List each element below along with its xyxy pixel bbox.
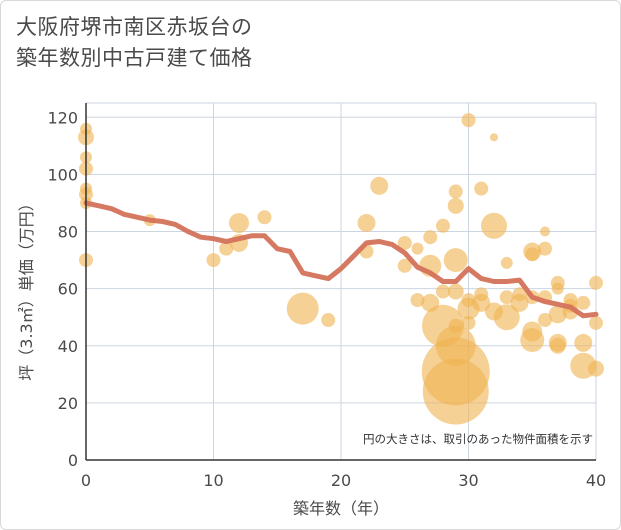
title-line-1: 大阪府堺市南区赤坂台の xyxy=(16,15,253,39)
data-point-71 xyxy=(500,256,513,269)
y-tick-label-1: 20 xyxy=(58,394,78,413)
data-point-19 xyxy=(485,302,503,321)
x-tick-label-2: 20 xyxy=(331,471,351,490)
data-point-48 xyxy=(461,293,476,308)
tick-labels: 0 10 20 30 40 0 20 40 60 80 100 120 xyxy=(47,108,606,490)
chart-title: 大阪府堺市南区赤坂台の 築年数別中古戸建て価格 xyxy=(16,12,253,74)
x-axis-label: 築年数（年） xyxy=(293,499,389,518)
data-point-41 xyxy=(410,293,425,308)
data-point-47 xyxy=(461,113,476,128)
x-tick-label-1: 10 xyxy=(203,471,223,490)
data-point-56 xyxy=(538,241,552,256)
bubble-size-note: 円の大きさは、取引のあった物件面積を示す xyxy=(363,432,593,446)
data-point-1 xyxy=(422,358,489,425)
data-point-64 xyxy=(589,315,603,330)
axes xyxy=(85,103,596,461)
x-tick-label-3: 30 xyxy=(458,471,478,490)
data-point-12 xyxy=(229,212,249,233)
x-tick-label-4: 40 xyxy=(586,471,606,490)
data-point-13 xyxy=(522,321,543,342)
trend-layer xyxy=(83,200,599,319)
data-point-40 xyxy=(397,258,412,273)
data-point-51 xyxy=(474,287,489,302)
title-line-2: 築年数別中古戸建て価格 xyxy=(16,46,253,70)
data-point-8 xyxy=(443,248,468,273)
data-point-50 xyxy=(474,181,489,196)
y-tick-label-6: 120 xyxy=(47,108,78,127)
data-point-37 xyxy=(321,313,336,328)
data-point-72 xyxy=(551,282,564,295)
data-point-36 xyxy=(257,210,272,225)
y-axis-label: 坪（3.3㎡）単価（万円） xyxy=(17,195,36,380)
data-point-45 xyxy=(448,184,463,199)
data-point-15 xyxy=(357,213,376,232)
data-point-3 xyxy=(435,325,476,366)
data-point-17 xyxy=(421,293,440,312)
data-point-63 xyxy=(589,275,603,290)
data-point-39 xyxy=(397,235,412,250)
data-point-73 xyxy=(540,226,550,237)
data-point-28 xyxy=(549,337,566,354)
data-point-43 xyxy=(436,218,450,233)
data-point-5 xyxy=(481,212,507,239)
data-point-30 xyxy=(588,360,604,377)
data-point-44 xyxy=(436,284,450,299)
data-point-62 xyxy=(576,295,591,310)
y-tick-label-4: 80 xyxy=(58,223,78,242)
data-point-53 xyxy=(512,287,527,302)
data-point-27 xyxy=(447,283,464,300)
data-point-52 xyxy=(499,290,514,305)
x-tick-label-0: 0 xyxy=(81,471,91,490)
data-point-49 xyxy=(461,315,476,330)
y-tick-label-2: 40 xyxy=(58,337,78,356)
y-tick-label-0: 0 xyxy=(68,451,78,470)
y-tick-label-5: 100 xyxy=(47,165,78,184)
trend-line xyxy=(83,200,599,319)
data-point-42 xyxy=(423,230,438,245)
data-point-4 xyxy=(286,292,319,325)
data-point-26 xyxy=(447,197,464,214)
data-point-54 xyxy=(525,247,540,262)
data-point-74 xyxy=(490,133,498,142)
data-point-24 xyxy=(574,333,593,352)
data-point-58 xyxy=(538,313,552,328)
data-point-70 xyxy=(411,242,424,255)
data-point-22 xyxy=(548,305,567,324)
data-point-16 xyxy=(370,176,389,195)
data-point-46 xyxy=(448,318,463,333)
data-point-34 xyxy=(206,253,221,268)
data-point-35 xyxy=(219,241,234,256)
y-tick-label-3: 60 xyxy=(58,280,78,299)
